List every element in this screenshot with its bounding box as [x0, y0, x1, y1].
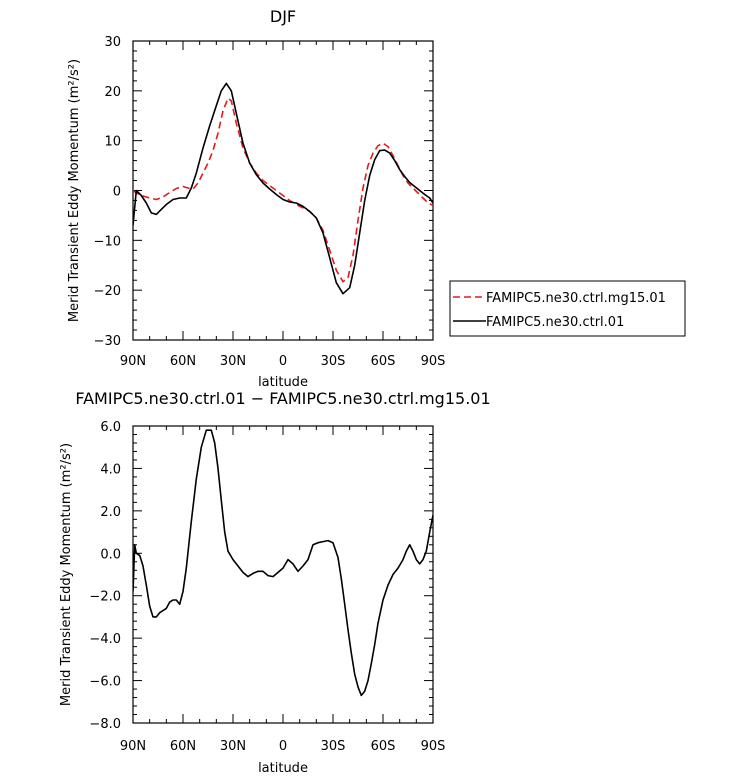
bottom-ytick-label: 4.0 — [100, 462, 121, 477]
bottom-ytick-label: 0.0 — [100, 547, 121, 562]
bottom-chart-title: FAMIPC5.ne30.ctrl.01 − FAMIPC5.ne30.ctrl… — [75, 389, 490, 408]
top-ytick-label: 10 — [104, 135, 121, 150]
bottom-ytick-label: −8.0 — [89, 717, 121, 732]
bottom-xtick-label: 90N — [120, 739, 146, 754]
top-series-line-1 — [133, 82, 433, 295]
legend-box — [449, 280, 686, 337]
top-xtick-label: 30S — [321, 354, 346, 369]
top-y-axis-label: Merid Transient Eddy Momentum (m²/s²) — [67, 59, 82, 322]
top-ytick-label: −20 — [94, 284, 121, 299]
top-ytick-label: 30 — [104, 35, 121, 50]
top-ytick-label: 0 — [113, 185, 121, 200]
bottom-xtick-label: 60S — [371, 739, 396, 754]
top-xtick-label: 60N — [170, 354, 196, 369]
legend-label-1: FAMIPC5.ne30.ctrl.01 — [486, 315, 624, 330]
bottom-ytick-label: 6.0 — [100, 420, 121, 435]
bottom-xtick-label: 90S — [421, 739, 446, 754]
top-xtick-label: 90S — [421, 354, 446, 369]
bottom-series-line-0 — [133, 429, 433, 697]
legend-label-0: FAMIPC5.ne30.ctrl.mg15.01 — [486, 291, 666, 306]
bottom-panel-difference: FAMIPC5.ne30.ctrl.01 − FAMIPC5.ne30.ctrl… — [59, 389, 491, 776]
bottom-xtick-label: 30S — [321, 739, 346, 754]
top-x-axis-label: latitude — [258, 375, 308, 390]
bottom-xtick-label: 60N — [170, 739, 196, 754]
bottom-y-axis-label: Merid Transient Eddy Momentum (m²/s²) — [59, 443, 74, 706]
bottom-ytick-label: −2.0 — [89, 590, 121, 605]
bottom-x-axis-label: latitude — [258, 761, 308, 776]
top-xtick-label: 90N — [120, 354, 146, 369]
bottom-ytick-label: −6.0 — [89, 675, 121, 690]
top-chart-title: DJF — [270, 7, 296, 26]
legend: FAMIPC5.ne30.ctrl.mg15.01 FAMIPC5.ne30.ct… — [449, 280, 686, 337]
bottom-xtick-label: 30N — [220, 739, 246, 754]
top-ytick-label: −30 — [94, 334, 121, 349]
top-ytick-label: 20 — [104, 85, 121, 100]
top-xtick-label: 30N — [220, 354, 246, 369]
bottom-plot-frame — [132, 425, 434, 724]
top-panel-djf: DJF −30 −20 −10 0 10 20 30 90N 60N 30N 0 30S 60S 90S la… — [67, 7, 686, 390]
bottom-xtick-label: 0 — [279, 739, 287, 754]
bottom-ytick-label: 2.0 — [100, 505, 121, 520]
top-series-line-0 — [133, 97, 433, 283]
top-xtick-label: 0 — [279, 354, 287, 369]
top-ytick-label: −10 — [94, 234, 121, 249]
bottom-ytick-label: −4.0 — [89, 632, 121, 647]
top-xtick-label: 60S — [371, 354, 396, 369]
top-plot-frame — [132, 40, 434, 341]
